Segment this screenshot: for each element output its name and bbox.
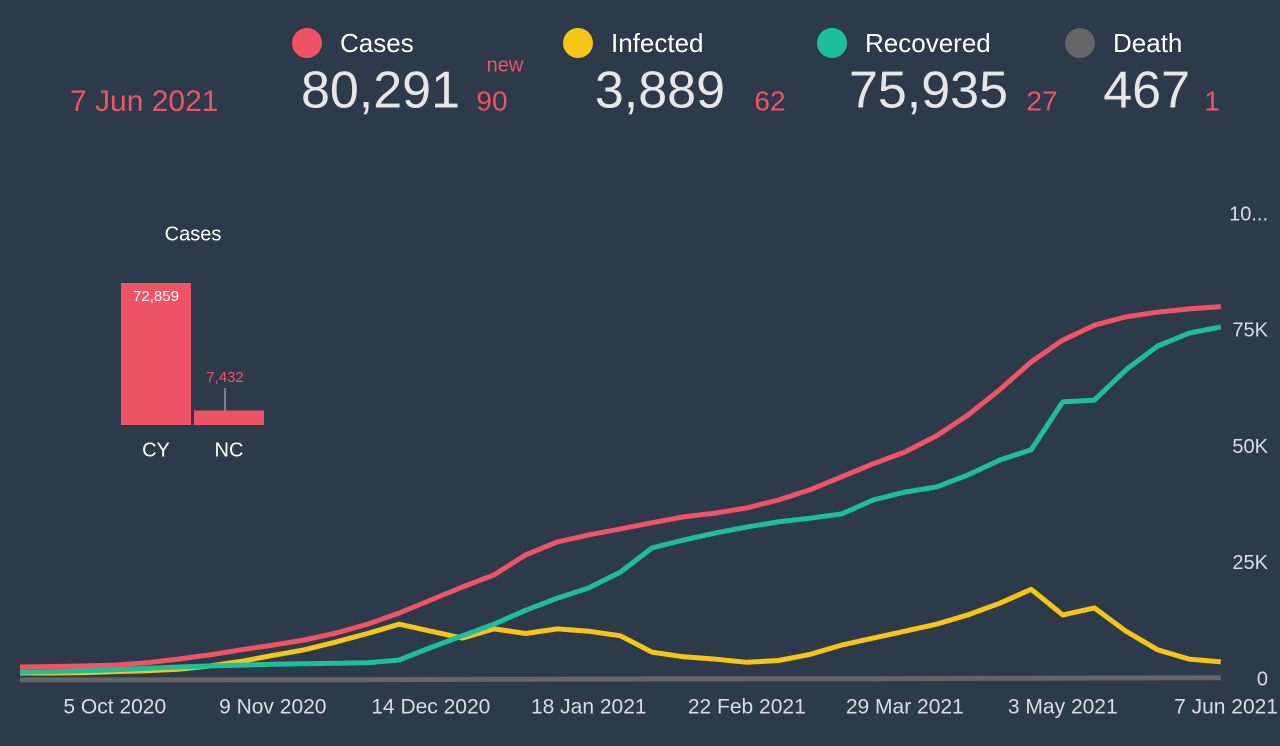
- bar: [194, 410, 264, 425]
- legend-name: Death: [1113, 28, 1182, 58]
- legend-name: Infected: [611, 28, 704, 58]
- legend-name: Cases: [340, 28, 414, 58]
- bar-chart-title: Cases: [165, 223, 222, 245]
- y-tick-label: 0: [1257, 668, 1268, 690]
- stat-total: 75,935: [849, 62, 1008, 120]
- bar: [121, 283, 191, 425]
- x-tick-label: 14 Dec 2020: [371, 696, 490, 719]
- x-tick-label: 18 Jan 2021: [531, 696, 647, 719]
- stat-total: 80,291: [301, 62, 460, 120]
- x-tick-label: CY: [142, 439, 170, 461]
- series-line: [20, 675, 1221, 683]
- stat-total: 3,889: [595, 62, 725, 120]
- x-tick-label: 9 Nov 2020: [219, 696, 326, 719]
- stat-total: 467: [1103, 62, 1190, 120]
- x-tick-label: 22 Feb 2021: [688, 696, 806, 719]
- legend-dot: [563, 28, 593, 58]
- x-tick-label: 5 Oct 2020: [63, 696, 166, 719]
- x-tick-label: 3 May 2021: [1008, 696, 1118, 719]
- data-label: 72,859: [133, 288, 179, 305]
- stat-new: 1: [1204, 85, 1220, 116]
- legend-dot: [1065, 28, 1095, 58]
- legend-dot: [817, 28, 847, 58]
- series-line: [19, 304, 1221, 670]
- legend-dot: [292, 28, 322, 58]
- data-label: 7,432: [206, 369, 244, 386]
- x-tick-label: NC: [215, 439, 244, 461]
- y-tick-label: 25K: [1232, 552, 1268, 574]
- y-tick-label: 10...: [1229, 203, 1268, 225]
- date: 7 Jun 2021: [70, 85, 218, 118]
- stat-new: 90: [476, 85, 507, 116]
- stat-new: 27: [1026, 85, 1057, 116]
- y-tick-label: 75K: [1232, 320, 1268, 342]
- series-line: [19, 324, 1222, 675]
- x-tick-label: 7 Jun 2021: [1174, 696, 1278, 719]
- new-label: new: [487, 54, 524, 76]
- legend-name: Recovered: [865, 28, 991, 58]
- stat-new: 62: [754, 85, 785, 116]
- y-tick-label: 50K: [1232, 436, 1268, 458]
- x-tick-label: 29 Mar 2021: [846, 696, 964, 719]
